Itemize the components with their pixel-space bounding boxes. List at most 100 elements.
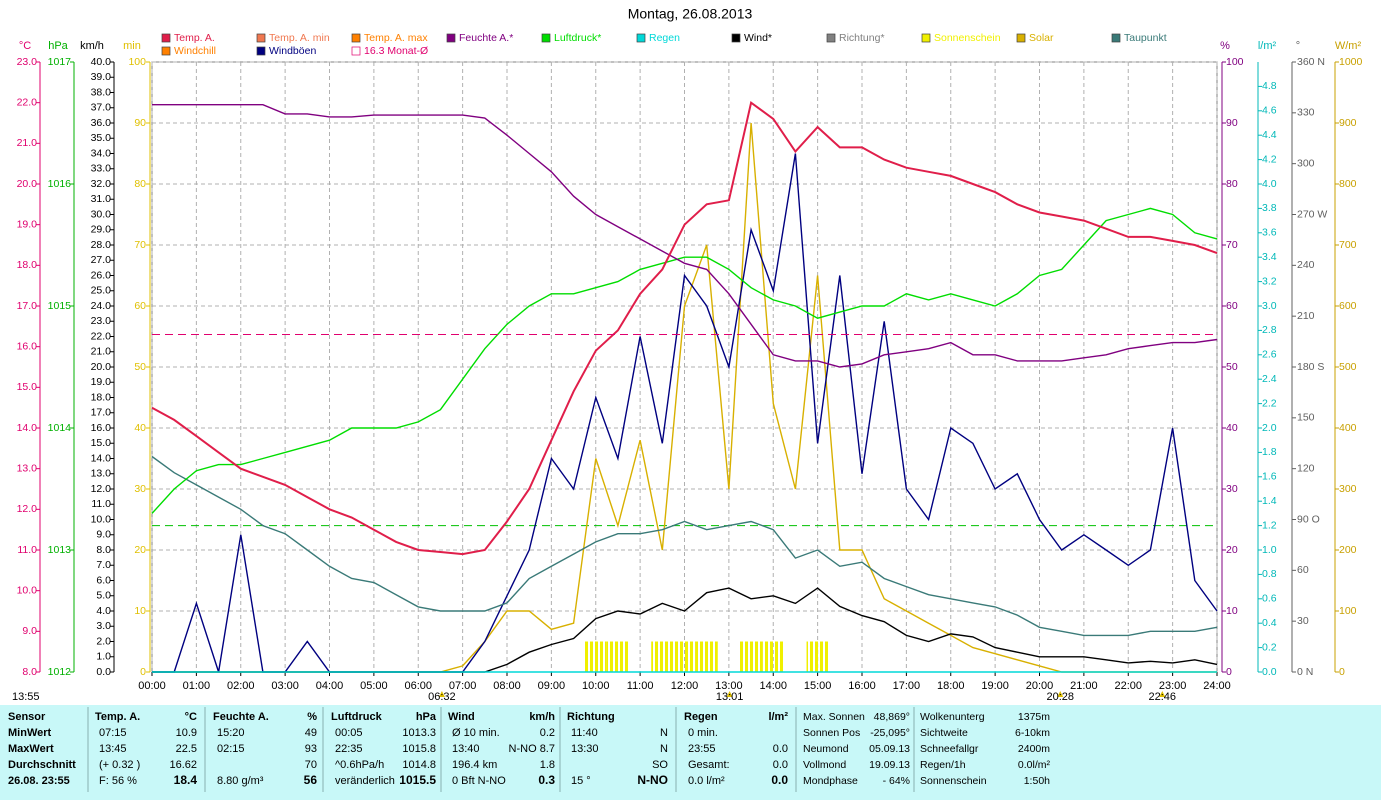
column-header: Wind bbox=[448, 711, 475, 723]
x-tick-label: 03:00 bbox=[271, 680, 299, 692]
y-tick-label: 1014 bbox=[48, 422, 72, 434]
y-tick-label: 100 bbox=[1226, 56, 1244, 68]
sensor-label: 26.08. 23:55 bbox=[8, 775, 70, 787]
y-tick-label: 25.0 bbox=[91, 285, 112, 297]
info-label: Regen/1h bbox=[920, 759, 966, 771]
legend-label: 16.3 Monat-Ø bbox=[364, 45, 428, 57]
x-tick-label: 22:00 bbox=[1114, 680, 1142, 692]
y-tick-label: 4.8 bbox=[1262, 80, 1277, 92]
y-tick-label: 60 bbox=[1226, 300, 1238, 312]
y-tick-label: 38.0 bbox=[91, 86, 112, 98]
y-tick-label: 4.0 bbox=[96, 605, 111, 617]
y-tick-label: 23.0 bbox=[17, 56, 38, 68]
column-header: Temp. A. bbox=[95, 711, 140, 723]
sunshine-bar bbox=[584, 641, 607, 672]
y-tick-label: 1013 bbox=[48, 544, 72, 556]
summary-background bbox=[0, 705, 1381, 800]
sunshine-bar bbox=[606, 641, 630, 672]
legend-label: Solar bbox=[1029, 32, 1054, 44]
sunshine-bar bbox=[651, 641, 674, 672]
y-tick-label: 60 bbox=[1297, 564, 1309, 576]
y-tick-label: 20 bbox=[134, 544, 146, 556]
sunshine-bar bbox=[762, 641, 785, 672]
legend-swatch bbox=[1016, 33, 1026, 43]
cell-label: (+ 0.32 ) bbox=[99, 759, 140, 771]
y-tick-label: 13.0 bbox=[91, 468, 112, 480]
y-tick-label: 50 bbox=[1226, 361, 1238, 373]
x-tick-label: 11:00 bbox=[627, 680, 654, 692]
y-tick-label: 12.0 bbox=[91, 483, 112, 495]
y-tick-label: 13.0 bbox=[17, 462, 38, 474]
y-tick-label: 10.0 bbox=[17, 584, 38, 596]
cell-value: 56 bbox=[304, 773, 318, 787]
y-tick-label: 2.0 bbox=[96, 635, 111, 647]
cell-label: veränderlich bbox=[335, 775, 395, 787]
column-unit: km/h bbox=[529, 711, 555, 723]
y-tick-label: 1.4 bbox=[1262, 495, 1277, 507]
info-label: Wolkenunterg bbox=[920, 711, 985, 723]
legend-label: Temp. A. bbox=[174, 32, 215, 44]
legend-label: Richtung* bbox=[839, 32, 885, 44]
cell-label: 0 min. bbox=[688, 727, 718, 739]
info-value: -25,095° bbox=[870, 727, 910, 739]
legend-label: Feuchte A.* bbox=[459, 32, 513, 44]
cell-value: 0.3 bbox=[538, 773, 555, 787]
y-tick-label: 20.0 bbox=[17, 178, 38, 190]
x-tick-label: 06:00 bbox=[404, 680, 432, 692]
y-tick-label: 17.0 bbox=[91, 407, 112, 419]
y-tick-label: 3.6 bbox=[1262, 227, 1277, 239]
y-tick-label: 0.0 bbox=[96, 666, 111, 678]
y-tick-label: 90 O bbox=[1297, 513, 1320, 525]
marker-label: 06:32 bbox=[428, 691, 456, 703]
y-tick-label: 3.0 bbox=[1262, 300, 1277, 312]
x-tick-label: 16:00 bbox=[848, 680, 876, 692]
cell-value: 1013.3 bbox=[402, 727, 436, 739]
y-tick-label: 23.0 bbox=[91, 315, 112, 327]
y-tick-label: 0.6 bbox=[1262, 593, 1277, 605]
timestamp: 13:55 bbox=[12, 691, 40, 703]
y-tick-label: 360 N bbox=[1297, 56, 1325, 68]
y-tick-label: 90 bbox=[1226, 117, 1238, 129]
y-tick-label: 8.0 bbox=[22, 666, 37, 678]
legend-label: Wind* bbox=[744, 32, 772, 44]
legend-swatch bbox=[161, 46, 171, 56]
cell-label: 0.0 l/m² bbox=[688, 775, 725, 787]
legend-swatch bbox=[446, 33, 456, 43]
y-tick-label: 0.0 bbox=[1262, 666, 1277, 678]
sensor-label: MinWert bbox=[8, 727, 52, 739]
cell-value: 1015.8 bbox=[402, 743, 436, 755]
cell-label: 11:40 bbox=[571, 727, 598, 739]
y-tick-label: 70 bbox=[1226, 239, 1238, 251]
x-tick-label: 17:00 bbox=[893, 680, 921, 692]
y-tick-label: 900 bbox=[1339, 117, 1357, 129]
info-label: Neumond bbox=[803, 743, 849, 755]
cell-value: 1.8 bbox=[540, 759, 555, 771]
cell-value: 10.9 bbox=[176, 727, 197, 739]
info-label: Mondphase bbox=[803, 775, 858, 787]
cell-value: 1014.8 bbox=[402, 759, 436, 771]
y-tick-label: 50 bbox=[134, 361, 146, 373]
x-tick-label: 19:00 bbox=[981, 680, 1009, 692]
legend-swatch bbox=[351, 33, 361, 43]
x-tick-label: 12:00 bbox=[671, 680, 699, 692]
y-tick-label: 0 N bbox=[1297, 666, 1313, 678]
x-tick-label: 01:00 bbox=[183, 680, 211, 692]
sensor-label: MaxWert bbox=[8, 743, 54, 755]
cell-label: 8.80 g/m³ bbox=[217, 775, 264, 787]
y-tick-label: 0 bbox=[1339, 666, 1345, 678]
y-tick-label: 800 bbox=[1339, 178, 1357, 190]
legend-swatch bbox=[161, 33, 171, 43]
series-line bbox=[152, 104, 1218, 368]
y-tick-label: 30 bbox=[1297, 615, 1309, 627]
y-tick-label: 40 bbox=[134, 422, 146, 434]
y-tick-label: 14.0 bbox=[17, 422, 38, 434]
x-tick-label: 21:00 bbox=[1070, 680, 1098, 692]
sensor-label: Durchschnitt bbox=[8, 759, 76, 771]
cell-label: 13:30 bbox=[571, 743, 599, 755]
axis-unit: W/m² bbox=[1335, 40, 1362, 52]
cell-value: 22.5 bbox=[176, 743, 197, 755]
legend-label: Windböen bbox=[269, 45, 316, 57]
y-tick-label: 33.0 bbox=[91, 163, 112, 175]
y-tick-label: 1.8 bbox=[1262, 446, 1277, 458]
y-tick-label: 2.6 bbox=[1262, 349, 1277, 361]
